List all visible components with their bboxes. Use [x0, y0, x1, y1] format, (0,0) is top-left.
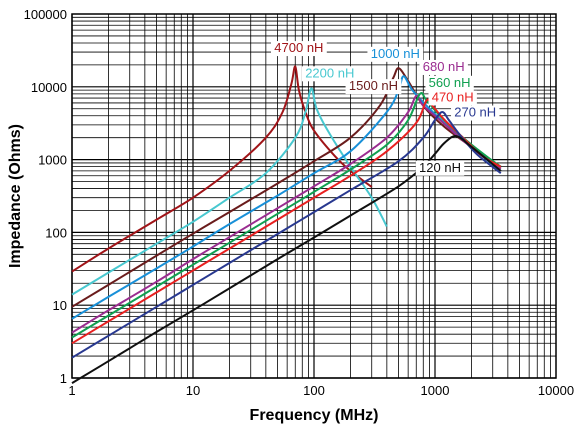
series-lines — [71, 65, 502, 384]
x-tick-label: 10 — [186, 383, 200, 398]
series-label-background — [301, 66, 358, 82]
series-line-270-nh — [71, 111, 502, 359]
x-tick-label: 1000 — [421, 383, 450, 398]
series-line-120-nh — [71, 135, 502, 384]
series-label-background — [425, 75, 474, 91]
x-axis-title: Frequency (MHz) — [250, 407, 379, 424]
series-label-background — [419, 59, 468, 75]
y-tick-label: 1000 — [38, 153, 67, 168]
series-label-680-nh: 680 nH — [423, 59, 465, 74]
tick-labels: 1 10 100 1000 10000 1 10 100 1000 10000 100000 — [24, 7, 574, 398]
series-line-680-nh — [71, 94, 502, 334]
series-label-270-nh: 270 nH — [454, 105, 496, 120]
series-line-1500-nh — [71, 67, 502, 308]
series-label-2200-nh: 2200 nH — [305, 65, 354, 80]
series-label-background — [345, 79, 402, 95]
series-label-470-nh: 470 nH — [432, 89, 474, 104]
series-label-1000-nh: 1000 nH — [371, 46, 420, 61]
series-label-background — [415, 160, 465, 176]
series-label-background — [451, 105, 500, 121]
y-tick-label: 100 — [45, 225, 67, 240]
series-label-560-nh: 560 nH — [429, 75, 471, 90]
x-tick-label: 10000 — [538, 383, 574, 398]
series-label-background — [367, 46, 424, 62]
series-label-4700-nh: 4700 nH — [274, 40, 323, 55]
series-line-2200-nh — [71, 87, 388, 296]
series-line-4700-nh — [71, 65, 373, 273]
y-tick-label: 100000 — [24, 7, 67, 22]
y-tick-label: 1 — [60, 371, 67, 386]
series-label-1500-nh: 1500 nH — [349, 78, 398, 93]
y-axis-title: Impedance (Ohms) — [7, 124, 24, 268]
series-label-background — [428, 90, 477, 106]
series-label-120-nh: 120 nH — [419, 160, 461, 175]
y-tick-label: 10 — [53, 298, 67, 313]
y-tick-label: 10000 — [31, 80, 67, 95]
series-label-background — [270, 41, 327, 57]
series-line-470-nh — [71, 98, 502, 345]
plot-area — [71, 13, 557, 379]
x-tick-label: 100 — [303, 383, 325, 398]
x-tick-label: 1 — [68, 383, 75, 398]
